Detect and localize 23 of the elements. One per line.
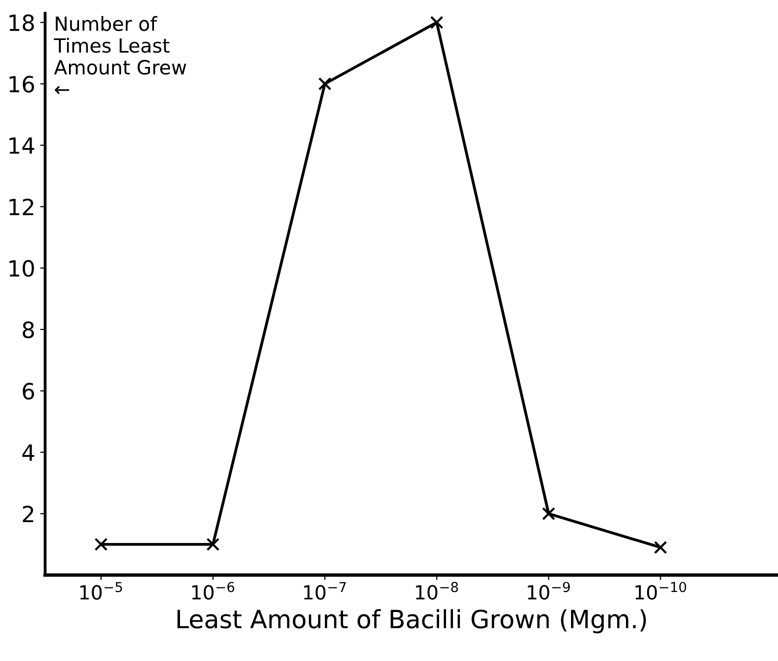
point	[430, 16, 444, 30]
x-tick-label: 10$^{−6}$	[192, 582, 234, 600]
x-tick-label: 10$^{−8}$	[416, 582, 458, 600]
point	[318, 77, 332, 90]
x-tick-label: 10$^{−7}$	[304, 582, 346, 600]
y-tick-label: 12	[10, 198, 34, 216]
x-tick-label: 10$^{−5}$	[80, 582, 122, 600]
y-tick-label: 8	[22, 321, 34, 338]
point	[94, 538, 108, 551]
y-tick-label: 16	[10, 76, 34, 93]
y-tick-label: 6	[22, 382, 34, 400]
y-tick-label: 10	[10, 260, 34, 277]
y-axis-title: Number of Times Least Amount Grew ←	[54, 16, 186, 94]
y-tick-label: 4	[22, 444, 34, 461]
point	[206, 538, 220, 551]
y-tick-label: 18	[10, 14, 34, 32]
point	[654, 540, 668, 554]
y-tick-label: 14	[10, 137, 34, 154]
x-tick-label: 10$^{−9}$	[528, 582, 570, 600]
x-axis-title: Least Amount of Bacilli Grown (Mgm.)	[178, 609, 646, 634]
point	[542, 507, 556, 520]
x-tick-label: 10$^{−10}$	[636, 582, 686, 600]
y-tick-label: 2	[22, 506, 34, 522]
